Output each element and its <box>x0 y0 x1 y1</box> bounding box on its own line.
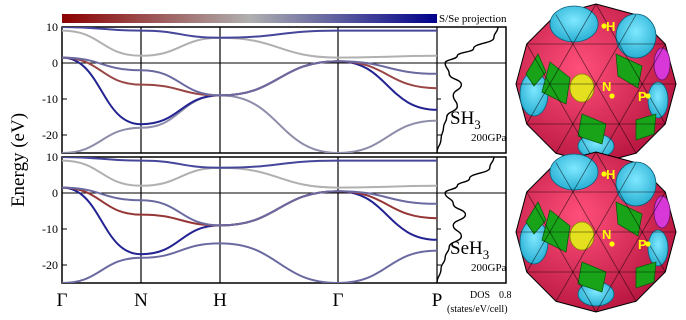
band-line-1 <box>62 94 437 153</box>
bz-edge <box>595 191 666 313</box>
fermi-pocket-cyan <box>549 153 599 191</box>
bz-edge <box>526 43 597 165</box>
fermi-pocket-cyan <box>549 5 599 43</box>
fermi-pocket-magenta <box>653 195 671 229</box>
bz-label-N: N <box>602 79 611 94</box>
bz-edge <box>595 43 666 165</box>
kpoint-label-0: Γ <box>57 290 68 311</box>
fermi-sheet-green <box>541 61 571 105</box>
fermi-sheet-green <box>577 113 607 145</box>
colorbar <box>62 14 437 23</box>
brillouin-zone-seh3: H N P <box>515 151 677 313</box>
bz-edge <box>595 151 666 273</box>
pressure-label: 200GPa <box>471 132 507 144</box>
kpoint-label-4: P <box>432 290 443 311</box>
band-line-4 <box>62 186 437 227</box>
bz-edge <box>526 191 597 313</box>
fermi-sheet-green <box>525 53 547 87</box>
y-tick-label: 10 <box>46 150 58 164</box>
y-tick-label: 0 <box>52 186 58 200</box>
dos-label: DOS <box>470 290 490 301</box>
y-tick-label: 10 <box>46 20 58 34</box>
band-line-5 <box>62 29 437 59</box>
bz-label-H: H <box>606 19 615 34</box>
band-line-6 <box>62 157 437 169</box>
brillouin-zone-sh3: H N P <box>515 3 677 165</box>
panel-label-seh3: SeH3 <box>450 238 489 262</box>
panel-frame <box>61 156 507 284</box>
fermi-pocket-yellow <box>569 221 595 251</box>
dos-tick-label: 0.8 <box>499 290 512 301</box>
bz-edge <box>526 3 597 125</box>
y-tick-label: -20 <box>42 128 58 142</box>
bz-edge <box>595 3 666 125</box>
band-line-1 <box>62 242 437 283</box>
dos-units: (states/eV/cell) <box>447 304 508 315</box>
bz-point-H <box>601 171 607 177</box>
bz-edge <box>526 151 597 273</box>
bz-label-H: H <box>606 167 615 182</box>
dos-curve <box>436 26 499 154</box>
bz-edge <box>555 162 637 302</box>
bz-label-N: N <box>602 227 611 242</box>
fermi-pocket-yellow <box>569 73 595 103</box>
fermi-sheet-green <box>635 261 657 289</box>
kpoint-label-3: Γ <box>333 290 344 311</box>
bands <box>62 27 437 153</box>
bz-point-N <box>609 93 615 99</box>
fermi-pocket-cyan <box>647 229 669 267</box>
y-tick-label: -10 <box>42 222 58 236</box>
fermi-sheet-green <box>615 201 643 237</box>
kpoint-label-1: N <box>134 290 148 311</box>
panel-label-sh3: SH3 <box>450 108 481 132</box>
bz-edge <box>555 14 637 154</box>
y-tick-label: 0 <box>52 56 58 70</box>
band-line-6 <box>62 27 437 39</box>
fermi-pocket-magenta <box>653 47 671 81</box>
colorbar-label: S/Se projection <box>439 13 507 25</box>
fermi-pocket-cyan <box>647 81 669 119</box>
fermi-pocket-cyan <box>615 161 657 207</box>
fermi-sheet-green <box>525 201 547 235</box>
dos-curve <box>436 156 495 284</box>
y-axis-label: Energy (eV) <box>8 113 29 207</box>
pressure-label: 200GPa <box>471 262 507 274</box>
bz-label-P: P <box>638 237 647 252</box>
bz-label-P: P <box>638 89 647 104</box>
y-tick-label: -10 <box>42 92 58 106</box>
fermi-sheet-green <box>615 53 643 89</box>
band-line-4 <box>62 56 437 97</box>
bands <box>62 157 437 283</box>
bz-point-P <box>645 241 651 247</box>
fermi-sheet-green <box>541 209 571 253</box>
panel-frame <box>61 26 507 154</box>
fermi-sheet-green <box>577 261 607 293</box>
fermi-pocket-cyan <box>615 13 657 59</box>
fermi-sheet-green <box>635 113 657 141</box>
bz-point-N <box>609 241 615 247</box>
bz-point-P <box>645 93 651 99</box>
band-line-5 <box>62 159 437 189</box>
kpoint-label-2: H <box>213 290 227 311</box>
y-tick-label: -20 <box>42 258 58 272</box>
bz-point-H <box>601 23 607 29</box>
